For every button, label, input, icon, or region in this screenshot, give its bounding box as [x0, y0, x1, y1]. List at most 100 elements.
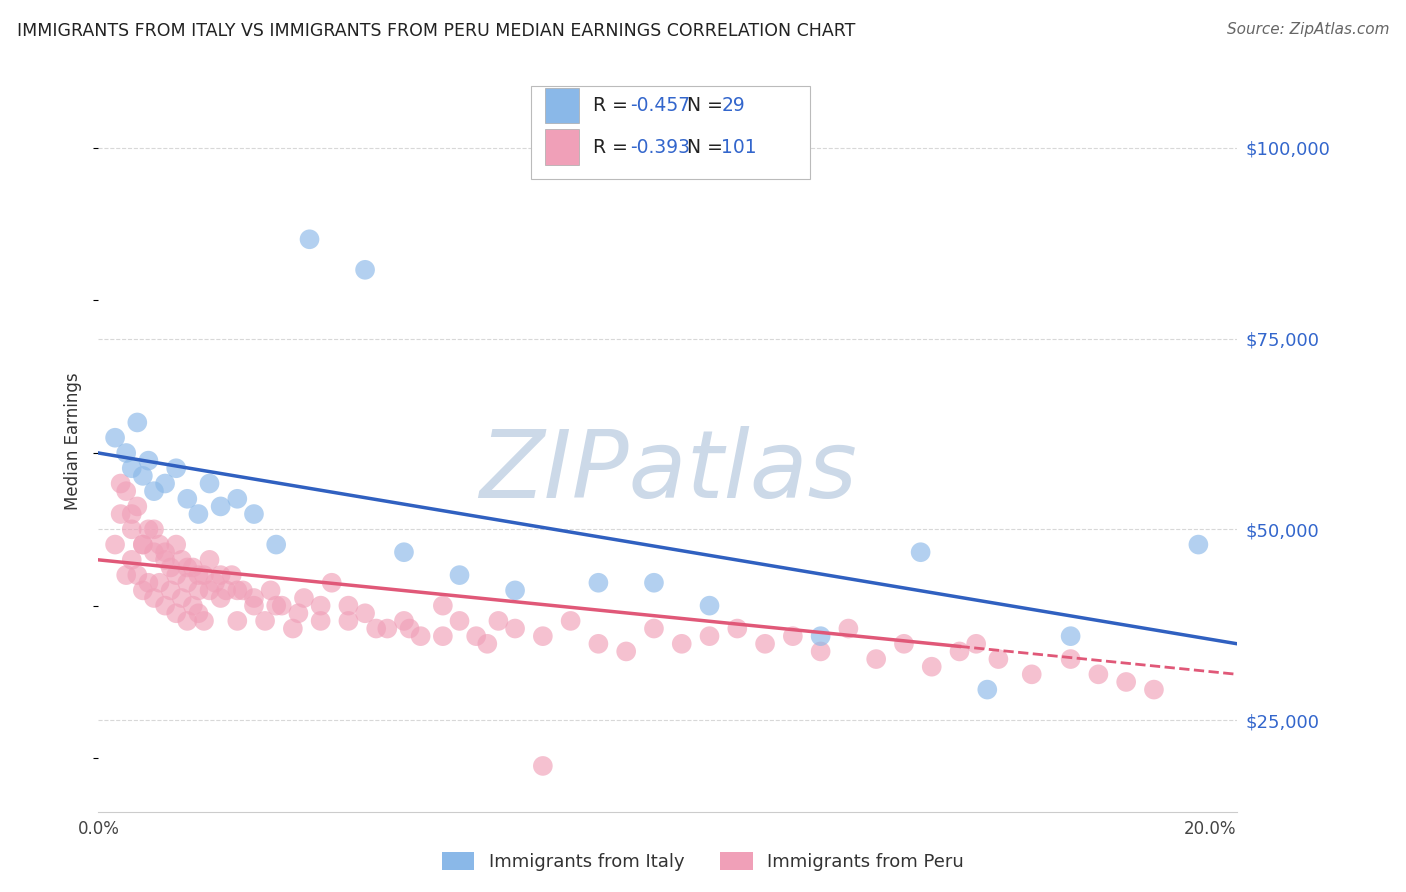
Point — [176, 575, 198, 590]
Text: N =: N = — [688, 96, 730, 115]
Point — [948, 644, 970, 658]
Point — [243, 507, 266, 521]
Point — [165, 607, 187, 621]
Point — [176, 491, 198, 506]
Point — [409, 629, 432, 643]
Point — [1115, 675, 1137, 690]
Point — [264, 538, 287, 552]
Point — [187, 568, 209, 582]
Point — [115, 484, 138, 499]
Point — [148, 575, 170, 590]
Text: R =: R = — [593, 96, 634, 115]
Point — [132, 583, 155, 598]
Point — [486, 614, 509, 628]
Point — [209, 568, 232, 582]
Point — [138, 453, 160, 467]
Point — [132, 538, 155, 552]
Point — [176, 560, 198, 574]
Point — [398, 622, 420, 636]
Point — [153, 545, 176, 559]
Point — [699, 629, 721, 643]
Point — [375, 622, 398, 636]
Point — [110, 476, 132, 491]
FancyBboxPatch shape — [531, 87, 810, 178]
Point — [810, 629, 832, 643]
Point — [165, 461, 187, 475]
Point — [503, 583, 526, 598]
Point — [187, 507, 209, 521]
Point — [1021, 667, 1043, 681]
Point — [226, 614, 249, 628]
Point — [110, 507, 132, 521]
Point — [209, 591, 232, 605]
Point — [127, 416, 149, 430]
Point — [354, 262, 377, 277]
Point — [127, 568, 149, 582]
Point — [176, 614, 198, 628]
Y-axis label: Median Earnings: Median Earnings — [65, 373, 83, 510]
Point — [193, 568, 215, 582]
Point — [465, 629, 488, 643]
Point — [226, 583, 249, 598]
Point — [121, 507, 143, 521]
Point — [170, 553, 193, 567]
Point — [198, 583, 221, 598]
Point — [148, 538, 170, 552]
Point — [588, 637, 610, 651]
Point — [143, 484, 166, 499]
Point — [104, 538, 127, 552]
Point — [193, 614, 215, 628]
Point — [204, 575, 226, 590]
Point — [1087, 667, 1109, 681]
FancyBboxPatch shape — [546, 129, 579, 165]
Point — [531, 759, 554, 773]
Point — [153, 476, 176, 491]
Point — [337, 614, 360, 628]
Point — [965, 637, 987, 651]
Point — [221, 568, 243, 582]
Point — [143, 591, 166, 605]
Point — [143, 522, 166, 536]
Point — [865, 652, 887, 666]
Point — [165, 568, 187, 582]
Point — [449, 568, 471, 582]
Text: 29: 29 — [721, 96, 745, 115]
Text: N =: N = — [688, 137, 730, 157]
Point — [121, 461, 143, 475]
Point — [643, 622, 665, 636]
Point — [1059, 629, 1081, 643]
Point — [292, 591, 315, 605]
Point — [560, 614, 582, 628]
Point — [503, 622, 526, 636]
Point — [754, 637, 776, 651]
Point — [699, 599, 721, 613]
Point — [215, 583, 238, 598]
Point — [987, 652, 1010, 666]
Point — [153, 553, 176, 567]
Point — [264, 599, 287, 613]
Point — [281, 622, 304, 636]
Point — [104, 431, 127, 445]
Point — [976, 682, 998, 697]
Text: -0.393: -0.393 — [630, 137, 690, 157]
Point — [115, 446, 138, 460]
Point — [1143, 682, 1166, 697]
Point — [254, 614, 277, 628]
Point — [837, 622, 859, 636]
Text: 101: 101 — [721, 137, 756, 157]
Point — [321, 575, 343, 590]
Point — [121, 553, 143, 567]
Point — [187, 583, 209, 598]
Text: ZIPatlas: ZIPatlas — [479, 425, 856, 516]
Point — [531, 629, 554, 643]
Point — [153, 599, 176, 613]
Point — [226, 491, 249, 506]
Point — [810, 644, 832, 658]
Point — [725, 622, 748, 636]
Point — [287, 607, 309, 621]
FancyBboxPatch shape — [546, 87, 579, 123]
Point — [181, 560, 204, 574]
Point — [232, 583, 254, 598]
Point — [366, 622, 388, 636]
Point — [115, 568, 138, 582]
